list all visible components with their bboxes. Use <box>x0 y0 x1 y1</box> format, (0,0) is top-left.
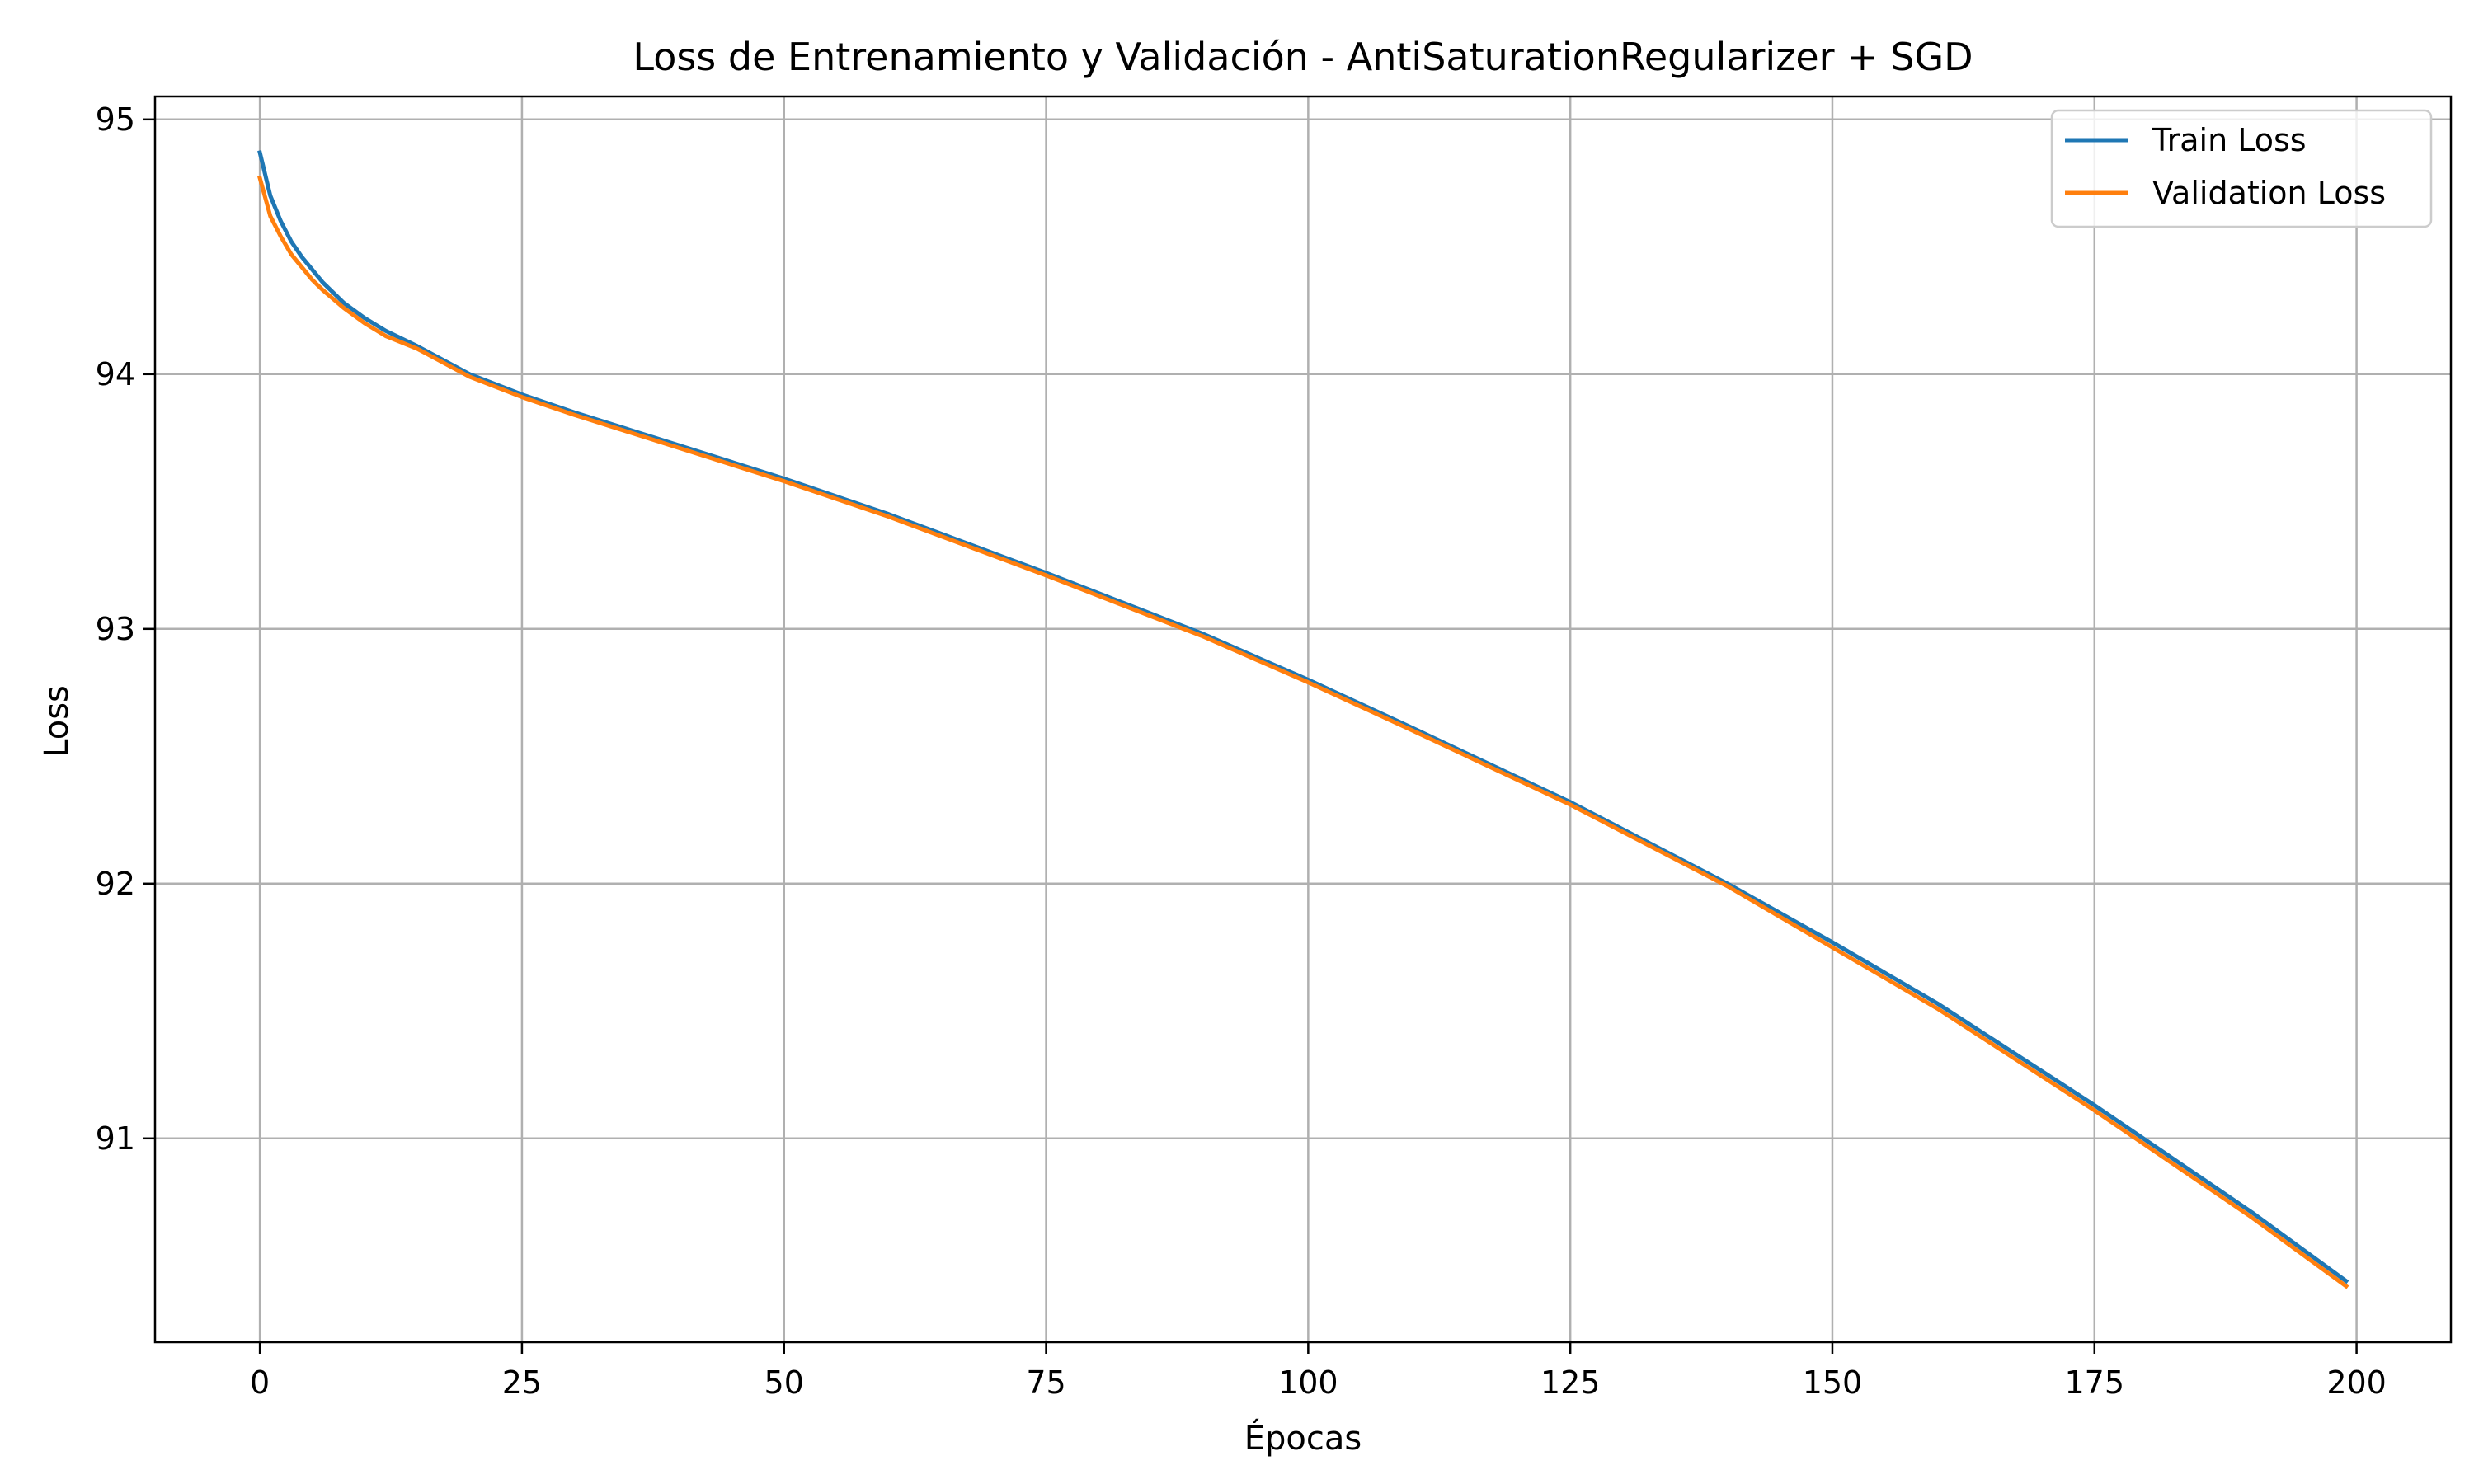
x-tick-label: 0 <box>250 1364 270 1401</box>
x-tick-label: 200 <box>2326 1364 2387 1401</box>
y-tick-label: 91 <box>96 1120 135 1157</box>
x-tick-label: 150 <box>1803 1364 1863 1401</box>
y-tick-label: 93 <box>96 611 135 647</box>
series-line-validation-loss <box>257 175 2349 1289</box>
y-tick-label: 94 <box>96 356 135 392</box>
y-axis-label: Loss <box>38 685 76 758</box>
legend-label: Validation Loss <box>2152 175 2386 211</box>
legend-label: Train Loss <box>2152 122 2307 158</box>
series-line-train-loss <box>257 149 2349 1284</box>
x-tick-label: 175 <box>2065 1364 2125 1401</box>
axis-ticks: 0 25 50 75 100 125 150 175 200 91 92 93 94 95 <box>96 101 2387 1401</box>
x-tick-label: 125 <box>1540 1364 1601 1401</box>
legend: Train Loss Validation Loss <box>2050 109 2433 228</box>
y-tick-label: 92 <box>96 866 135 902</box>
series-lines <box>257 149 2349 1289</box>
plot-area-frame <box>153 95 2453 1344</box>
x-axis-label: Épocas <box>1244 1418 1362 1458</box>
grid <box>155 96 2451 1342</box>
x-tick-label: 75 <box>1026 1364 1065 1401</box>
x-tick-label: 50 <box>764 1364 804 1401</box>
y-tick-label: 95 <box>96 101 135 138</box>
chart-title: Loss de Entrenamiento y Validación - Ant… <box>633 35 1973 79</box>
legend-box <box>2050 109 2433 228</box>
x-tick-label: 25 <box>502 1364 542 1401</box>
x-tick-label: 100 <box>1278 1364 1338 1401</box>
